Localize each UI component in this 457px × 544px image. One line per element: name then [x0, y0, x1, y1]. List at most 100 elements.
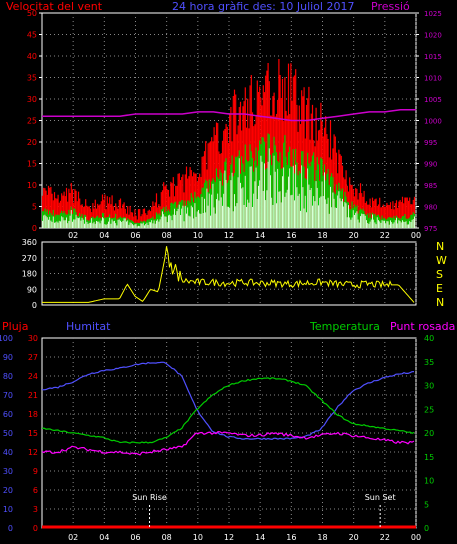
temperature-ytick-label: 40 [424, 334, 434, 343]
pressure-ytick-label: 1020 [424, 32, 442, 40]
temperature-ytick-label: 15 [424, 453, 434, 462]
wind-xtick-label: 20 [349, 231, 359, 240]
temperature-ytick-label: 25 [424, 405, 434, 414]
chart-date-title: 24 hora gràfic des: 10 Juliol 2017 [172, 0, 354, 13]
wind-xtick-label: 10 [193, 231, 203, 240]
humidity-ytick-label: 0 [8, 524, 13, 533]
compass-label: S [436, 268, 443, 281]
rain-ytick-label: 3 [33, 505, 38, 514]
temperature-ytick-label: 20 [424, 429, 434, 438]
wind-ytick-label: 20 [27, 138, 37, 147]
direction-ytick-label: 360 [22, 238, 37, 247]
temperature-ytick-label: 10 [424, 477, 434, 486]
pressure-ytick-label: 990 [424, 161, 437, 169]
wind-ytick-label: 5 [32, 203, 37, 212]
humidity-ytick-label: 20 [3, 486, 13, 495]
climate-xtick-label: 00 [411, 533, 421, 542]
climate-xtick-label: 02 [68, 533, 78, 542]
humidity-ytick-label: 50 [3, 429, 13, 438]
wind-xtick-label: 12 [224, 231, 234, 240]
rain-ytick-label: 30 [28, 334, 38, 343]
temperature-ytick-label: 35 [424, 358, 434, 367]
humidity-ytick-label: 90 [3, 353, 13, 362]
wind-ytick-label: 10 [27, 181, 37, 190]
humidity-ytick-label: 80 [3, 372, 13, 381]
humidity-ytick-label: 60 [3, 410, 13, 419]
compass-label: E [436, 282, 443, 295]
wind-ytick-label: 0 [32, 224, 37, 233]
wind-xtick-label: 22 [380, 231, 390, 240]
pressure-line [42, 108, 416, 122]
rain-ytick-label: 6 [33, 486, 38, 495]
humidity-ytick-label: 40 [3, 448, 13, 457]
wind-xtick-label: 08 [162, 231, 172, 240]
wind-xtick-label: 16 [286, 231, 296, 240]
rain-ytick-label: 15 [28, 429, 38, 438]
rain-ytick-label: 27 [28, 353, 38, 362]
wind-ytick-label: 30 [27, 95, 37, 104]
wind-speed-title: Velocitat del vent [6, 0, 103, 13]
climate-xtick-label: 10 [193, 533, 203, 542]
dewpoint-line [41, 430, 415, 456]
pressure-ytick-label: 985 [424, 182, 437, 190]
pressure-ytick-label: 1005 [424, 96, 442, 104]
pressure-ytick-label: 980 [424, 204, 437, 212]
rain-ytick-label: 21 [28, 391, 38, 400]
humidity-label: Humitat [66, 320, 111, 333]
wind-ytick-label: 15 [27, 160, 37, 169]
compass-label: N [436, 240, 444, 253]
humidity-ytick-label: 70 [3, 391, 13, 400]
wind-xtick-label: 06 [130, 231, 140, 240]
sunset-label: Sun Set [365, 493, 396, 502]
wind-ytick-label: 40 [27, 52, 37, 61]
wind-xtick-label: 02 [68, 231, 78, 240]
direction-ytick-label: 0 [32, 301, 37, 310]
temperature-ytick-label: 30 [424, 382, 434, 391]
wind-ytick-label: 50 [27, 9, 37, 18]
pressure-title: Pressió [371, 0, 410, 13]
pressure-ytick-label: 1000 [424, 118, 442, 126]
rain-ytick-label: 24 [28, 372, 38, 381]
wind-xtick-label: 18 [317, 231, 327, 240]
climate-xtick-label: 04 [99, 533, 109, 542]
wind-ytick-label: 45 [27, 31, 37, 40]
direction-ytick-label: 90 [27, 285, 37, 294]
wind-ytick-label: 35 [27, 74, 37, 83]
pressure-ytick-label: 975 [424, 225, 437, 233]
rain-label: Pluja [2, 320, 28, 333]
wind-xtick-label: 04 [99, 231, 109, 240]
climate-xtick-label: 06 [130, 533, 140, 542]
climate-xtick-label: 08 [162, 533, 172, 542]
rain-ytick-label: 9 [33, 467, 38, 476]
humidity-ytick-label: 10 [3, 505, 13, 514]
temperature-line [41, 377, 415, 444]
rain-ytick-label: 18 [28, 410, 38, 419]
climate-xtick-label: 22 [380, 533, 390, 542]
compass-label: N [436, 296, 444, 309]
humidity-line [41, 361, 415, 441]
pressure-ytick-label: 1025 [424, 10, 442, 18]
compass-label: W [436, 254, 447, 267]
pressure-ytick-label: 1010 [424, 75, 442, 83]
wind-xtick-label: 14 [255, 231, 265, 240]
climate-xtick-label: 16 [286, 533, 296, 542]
climate-xtick-label: 12 [224, 533, 234, 542]
direction-ytick-label: 270 [22, 254, 37, 263]
climate-xtick-label: 14 [255, 533, 265, 542]
wind-xtick-label: 00 [411, 231, 421, 240]
sunrise-label: Sun Rise [132, 493, 167, 502]
rain-ytick-label: 0 [33, 524, 38, 533]
rain-ytick-label: 12 [28, 448, 38, 457]
direction-line [42, 246, 415, 303]
climate-xtick-label: 18 [317, 533, 327, 542]
climate-xtick-label: 20 [349, 533, 359, 542]
temperature-ytick-label: 0 [424, 524, 429, 533]
humidity-ytick-label: 30 [3, 467, 13, 476]
pressure-ytick-label: 1015 [424, 53, 442, 61]
pressure-ytick-label: 995 [424, 139, 437, 147]
temperature-label: Temperatura [309, 320, 380, 333]
temperature-ytick-label: 5 [424, 500, 429, 509]
dewpoint-label: Punt rosada [390, 320, 455, 333]
humidity-ytick-label: 100 [0, 334, 13, 343]
